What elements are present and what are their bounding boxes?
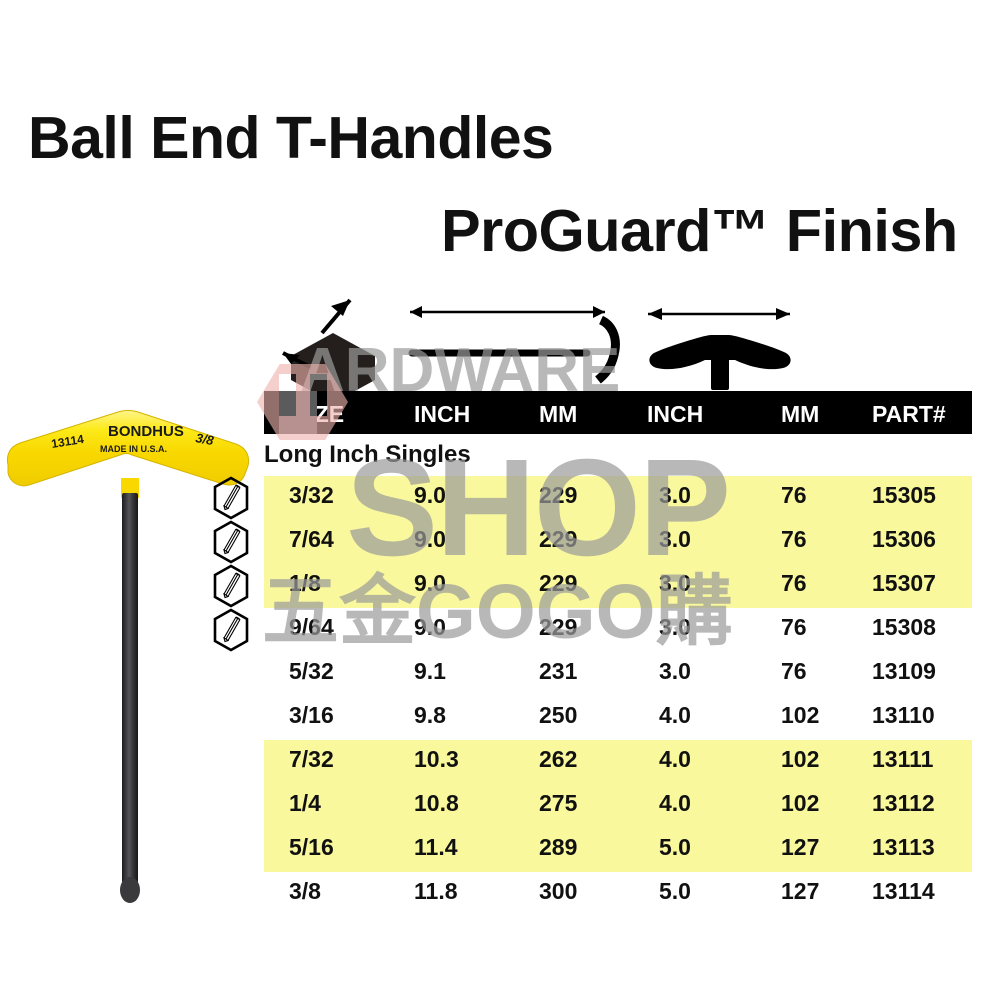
svg-text:MADE IN U.S.A.: MADE IN U.S.A. — [100, 444, 167, 454]
svg-text:BONDHUS: BONDHUS — [108, 423, 184, 440]
